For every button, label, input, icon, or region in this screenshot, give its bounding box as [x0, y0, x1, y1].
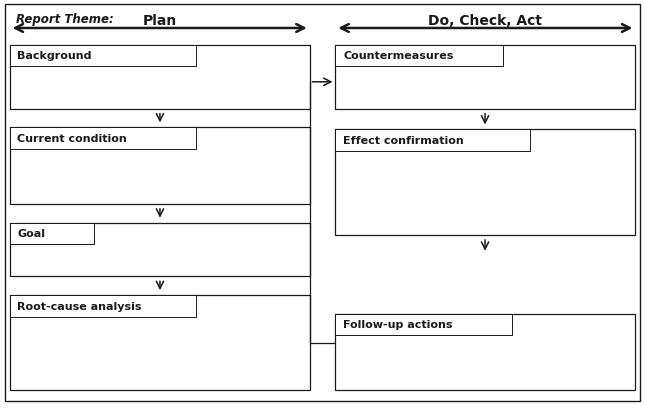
Bar — [335, 314, 512, 335]
Text: Current condition: Current condition — [17, 134, 127, 144]
Text: Do, Check, Act: Do, Check, Act — [428, 14, 542, 28]
Text: Report Theme:: Report Theme: — [16, 13, 114, 26]
Bar — [335, 130, 635, 235]
Bar — [10, 295, 195, 317]
Bar — [10, 45, 195, 67]
Bar — [335, 45, 503, 67]
Bar — [10, 223, 94, 244]
Bar — [335, 45, 635, 109]
Text: Goal: Goal — [17, 229, 45, 239]
Bar — [335, 314, 635, 390]
Bar — [10, 128, 310, 204]
Bar — [10, 295, 310, 390]
Bar — [10, 223, 310, 277]
Text: Countermeasures: Countermeasures — [343, 51, 453, 61]
Text: Follow-up actions: Follow-up actions — [343, 320, 453, 330]
Text: Root-cause analysis: Root-cause analysis — [17, 301, 142, 311]
Bar — [10, 128, 195, 150]
Text: Plan: Plan — [143, 14, 177, 28]
Text: Effect confirmation: Effect confirmation — [343, 136, 464, 146]
Bar — [10, 45, 310, 109]
Bar — [335, 130, 530, 152]
Text: Background: Background — [17, 51, 92, 61]
